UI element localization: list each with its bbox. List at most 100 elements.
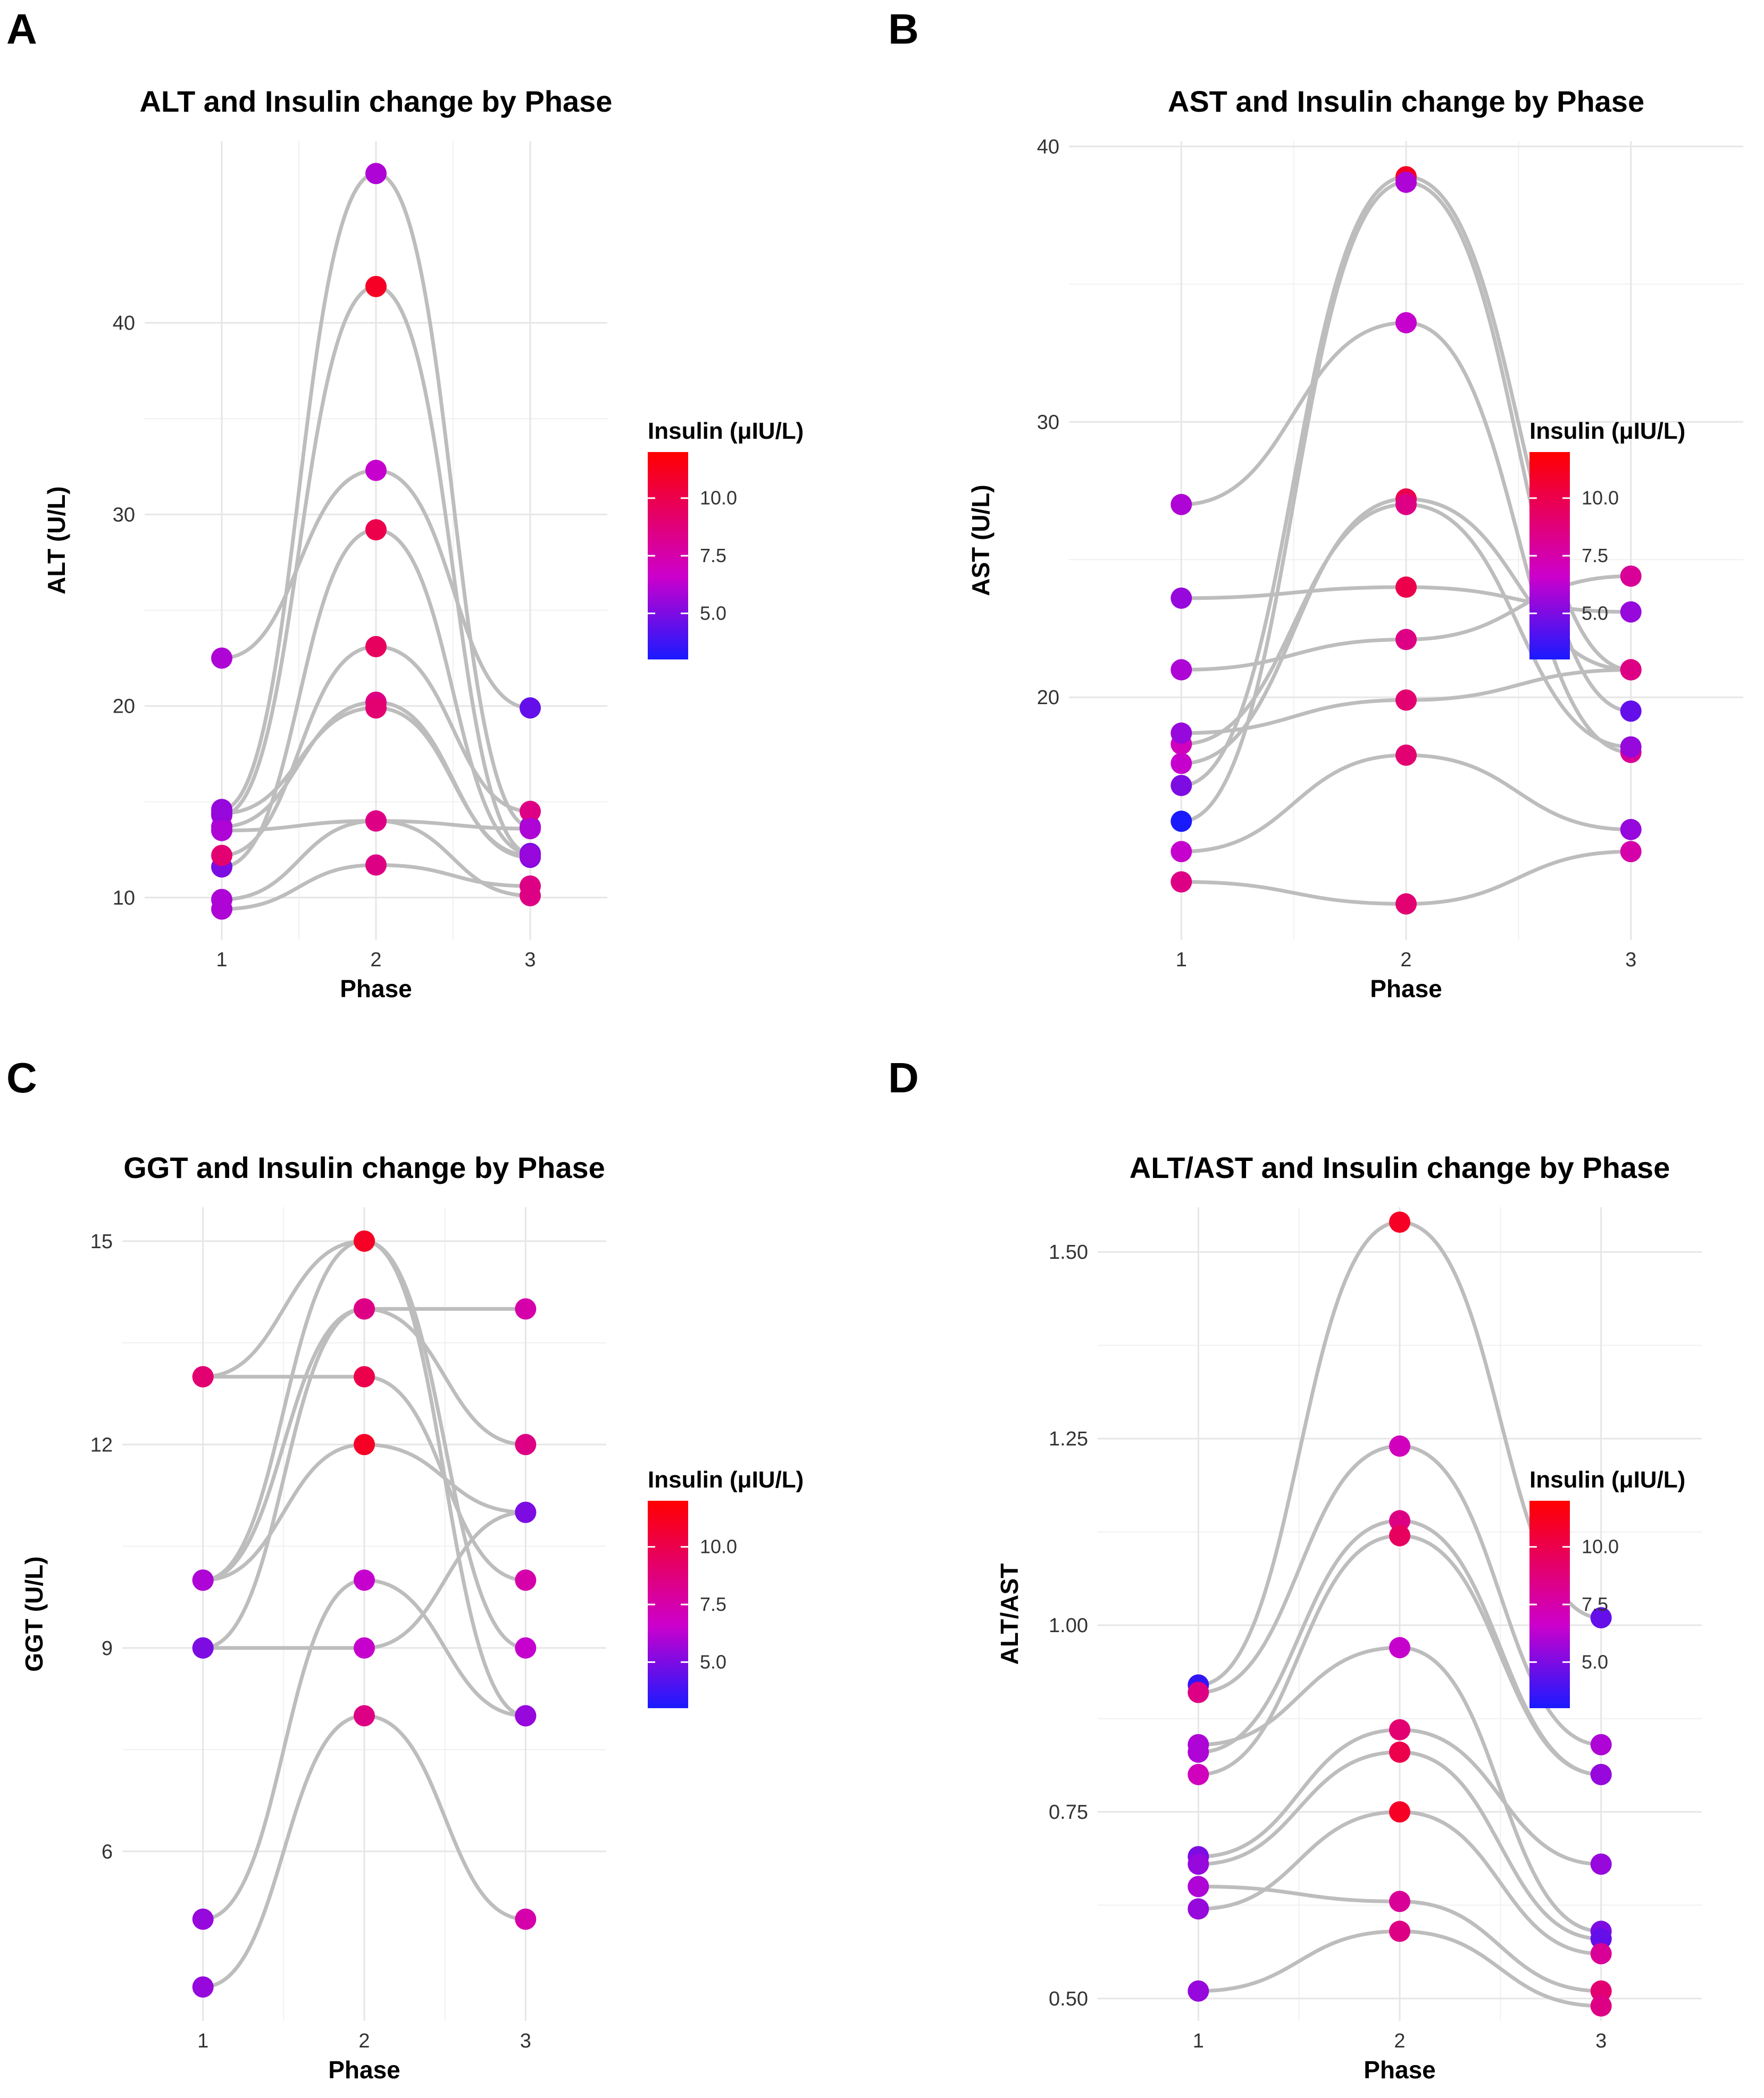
data-point <box>1620 700 1642 722</box>
series-line <box>1198 1645 1601 1934</box>
x-tick-label: 3 <box>1595 2030 1607 2052</box>
data-point <box>515 1705 537 1727</box>
data-point <box>520 800 541 822</box>
series-line <box>203 1307 526 1650</box>
grid <box>1069 141 1743 940</box>
data-point <box>365 275 387 297</box>
y-axis-title: AST (U/L) <box>967 484 994 596</box>
data-point <box>520 818 541 840</box>
y-tick-label: 20 <box>1037 687 1059 709</box>
legend-tick-label: 10.0 <box>700 1536 737 1558</box>
data-point <box>1171 810 1192 832</box>
series-line <box>203 1510 526 1650</box>
data-point <box>1171 494 1192 515</box>
data-point <box>1188 1682 1209 1703</box>
legend-tick-label: 5.0 <box>700 1651 726 1673</box>
data-point <box>1389 1435 1410 1457</box>
data-point <box>211 803 232 824</box>
insulin-legend: Insulin (μIU/L) 5.0 7.5 10.0 <box>648 418 804 659</box>
data-point <box>1590 1980 1612 2002</box>
y-tick-label: 20 <box>113 696 135 718</box>
legend-tick-label: 10.0 <box>700 487 737 509</box>
legend-title: Insulin (μIU/L) <box>648 1467 804 1493</box>
chart-title: AST and Insulin change by Phase <box>1168 85 1644 118</box>
data-point <box>1590 1763 1612 1785</box>
data-point <box>1389 1510 1410 1532</box>
data-point <box>211 845 232 866</box>
data-point <box>1171 587 1192 609</box>
data-point <box>1395 629 1417 650</box>
data-point <box>211 647 232 669</box>
data-point <box>1620 841 1642 863</box>
x-axis-title: Phase <box>340 975 412 1002</box>
data-point <box>354 1637 375 1659</box>
data-point <box>1188 1898 1209 1920</box>
data-point <box>1590 1734 1612 1756</box>
data-point <box>1395 171 1417 193</box>
insulin-legend: Insulin (μIU/L) 5.0 7.5 10.0 <box>648 1467 804 1708</box>
panel-b: B AST and Insulin change by Phase 20 30 40 1 2… <box>882 0 1763 1049</box>
data-point <box>1389 1211 1410 1233</box>
legend-title: Insulin (μIU/L) <box>648 418 804 444</box>
y-tick-label: 40 <box>113 312 135 335</box>
data-point <box>1395 494 1417 515</box>
y-tick-label: 30 <box>1037 411 1059 433</box>
data-point <box>192 1908 214 1930</box>
y-tick-label: 1.00 <box>1049 1615 1088 1637</box>
x-tick-label: 1 <box>1176 949 1187 971</box>
data-point <box>515 1434 537 1456</box>
data-point <box>354 1705 375 1727</box>
data-point <box>1590 1853 1612 1875</box>
data-point <box>192 1366 214 1387</box>
data-point <box>1395 893 1417 915</box>
data-point <box>1620 565 1642 587</box>
data-point <box>365 697 387 719</box>
y-tick-label: 30 <box>113 504 135 526</box>
data-point <box>520 845 541 866</box>
legend-tick-label: 5.0 <box>1582 1651 1608 1673</box>
data-point <box>1389 1719 1410 1741</box>
legend-tick-label: 7.5 <box>1582 1593 1608 1615</box>
chart-b: B AST and Insulin change by Phase 20 30 40 1 2… <box>888 5 1743 1002</box>
y-tick-label: 1.25 <box>1049 1428 1088 1450</box>
y-tick-label: 12 <box>90 1434 113 1456</box>
data-point <box>1171 871 1192 893</box>
data-point <box>365 459 387 481</box>
chart-a: A ALT and Insulin change by Phase 10 20 30 40… <box>6 5 804 1002</box>
panel-letter: C <box>6 1054 37 1101</box>
x-axis-title: Phase <box>1364 2056 1436 2084</box>
chart-title: ALT/AST and Insulin change by Phase <box>1130 1151 1670 1184</box>
data-point <box>1620 601 1642 623</box>
y-tick-label: 6 <box>102 1841 113 1863</box>
data-point <box>1590 1943 1612 1965</box>
data-point <box>1590 1607 1612 1629</box>
data-point <box>1188 1980 1209 2002</box>
legend-tick-label: 7.5 <box>700 1593 726 1615</box>
series-line <box>203 1578 526 1921</box>
series-points <box>192 1230 537 1998</box>
data-point <box>1171 659 1192 681</box>
y-tick-label: 15 <box>90 1231 113 1253</box>
data-point <box>192 1976 214 1998</box>
data-point <box>1395 744 1417 766</box>
data-point <box>1389 1741 1410 1763</box>
data-point <box>1620 818 1642 840</box>
x-axis-title: Phase <box>328 2056 400 2084</box>
x-tick-label: 1 <box>1193 2030 1204 2052</box>
panel-c: C GGT and Insulin change by Phase 6 9 12 15 1 2… <box>0 1049 882 2097</box>
y-axis-title: ALT/AST <box>996 1564 1023 1665</box>
panel-d: D ALT/AST and Insulin change by Phase 0.50… <box>882 1049 1763 2097</box>
data-point <box>1395 312 1417 333</box>
data-point <box>520 697 541 719</box>
data-point <box>211 820 232 841</box>
series-points <box>211 163 541 920</box>
data-point <box>192 1637 214 1659</box>
panel-letter: B <box>888 5 919 53</box>
x-tick-label: 2 <box>1394 2030 1405 2052</box>
data-point <box>365 854 387 876</box>
insulin-legend: Insulin (μIU/L) 5.0 7.5 10.0 <box>1529 418 1685 659</box>
data-point <box>192 1569 214 1591</box>
data-point <box>1188 1763 1209 1785</box>
panel-letter: D <box>888 1054 919 1101</box>
